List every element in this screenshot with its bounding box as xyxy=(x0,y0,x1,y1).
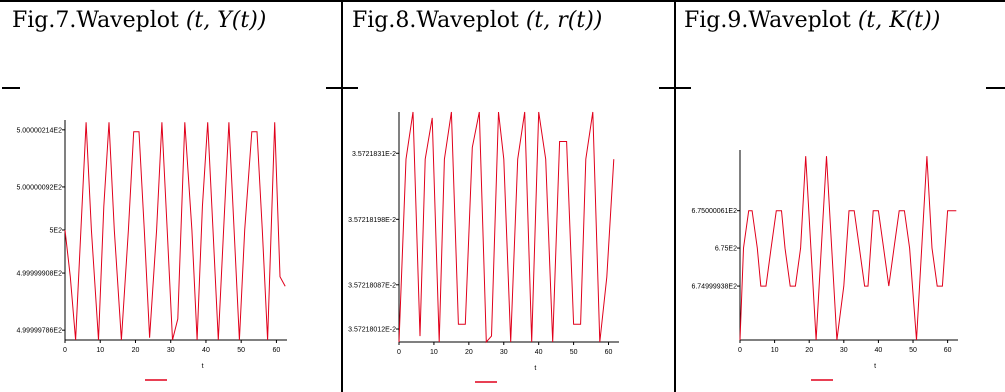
x-tick-label: 40 xyxy=(875,347,883,354)
x-tick-label: 40 xyxy=(202,347,210,354)
row-rule-mid xyxy=(326,87,358,89)
table-divider-2 xyxy=(674,0,676,392)
y-tick-label: 5E2 xyxy=(50,228,63,235)
x-axis-title: t xyxy=(534,365,536,372)
waveplot-k-chart: 0 10 20 30 40 50 60 6.74999938E2 6.75E2 6.7500006… xyxy=(691,150,958,381)
row-rule-right xyxy=(986,87,1005,89)
y-tick-label: 3.57218012E-2 xyxy=(348,327,396,334)
y-tick-label: 6.75E2 xyxy=(715,246,737,253)
table-divider-1 xyxy=(341,0,343,392)
x-tick-label: 10 xyxy=(96,347,104,354)
y-tick-label: 3.57218198E-2 xyxy=(348,217,396,224)
y-tick-label: 5.00000214E2 xyxy=(16,127,62,134)
series-line xyxy=(398,111,615,344)
waveplot-r-panel: 0 10 20 30 40 50 60 3.57218012E-2 3.57218087E-2 3… xyxy=(344,100,672,390)
x-axis-title: t xyxy=(202,363,204,370)
x-tick-label: 0 xyxy=(397,349,401,356)
x-tick-label: 50 xyxy=(909,347,917,354)
row-rule-mid2 xyxy=(659,87,691,89)
x-tick-label: 40 xyxy=(535,349,543,356)
row-rule-left xyxy=(2,87,20,89)
y-tick-label: 3.5721831E-2 xyxy=(352,151,396,158)
y-tick-label: 6.75000061E2 xyxy=(691,208,737,215)
waveplot-r-chart: 0 10 20 30 40 50 60 3.57218012E-2 3.57218087E-2 3… xyxy=(348,111,619,383)
x-tick-label: 30 xyxy=(500,349,508,356)
x-tick-label: 10 xyxy=(771,347,779,354)
waveplot-y-chart: 0 10 20 30 40 50 60 4.99999786E2 4.99999908E2 5E2… xyxy=(16,120,287,381)
y-tick-label: 4.99999786E2 xyxy=(16,328,62,335)
y-tick-label: 6.74999938E2 xyxy=(691,284,737,291)
x-tick-label: 20 xyxy=(465,349,473,356)
table-top-rule xyxy=(0,0,1005,2)
x-tick-label: 0 xyxy=(738,347,742,354)
y-tick-label: 3.57218087E-2 xyxy=(348,282,396,289)
x-tick-label: 10 xyxy=(430,349,438,356)
x-axis-title: t xyxy=(874,363,876,370)
figure-caption-7: Fig.7.Waveplot (t, Y(t)) xyxy=(12,8,267,33)
waveplot-y-panel: 0 10 20 30 40 50 60 4.99999786E2 4.99999908E2 5E2… xyxy=(0,100,330,390)
waveplot-k-panel: 0 10 20 30 40 50 60 6.74999938E2 6.75E2 6.7500006… xyxy=(678,100,1003,390)
figure-caption-8: Fig.8.Waveplot (t, r(t)) xyxy=(352,8,603,33)
x-tick-label: 30 xyxy=(167,347,175,354)
figure-caption-9: Fig.9.Waveplot (t, K(t)) xyxy=(684,8,941,33)
x-tick-label: 30 xyxy=(840,347,848,354)
series-line xyxy=(64,122,286,341)
x-tick-label: 50 xyxy=(570,349,578,356)
y-tick-label: 4.99999908E2 xyxy=(16,271,62,278)
x-tick-label: 50 xyxy=(237,347,245,354)
x-tick-label: 60 xyxy=(944,347,952,354)
x-tick-label: 0 xyxy=(63,347,67,354)
x-tick-label: 20 xyxy=(132,347,140,354)
y-tick-label: 5.00000092E2 xyxy=(16,184,62,191)
x-tick-label: 60 xyxy=(273,347,281,354)
series-line xyxy=(739,156,957,341)
x-tick-label: 60 xyxy=(605,349,613,356)
x-tick-label: 20 xyxy=(805,347,813,354)
